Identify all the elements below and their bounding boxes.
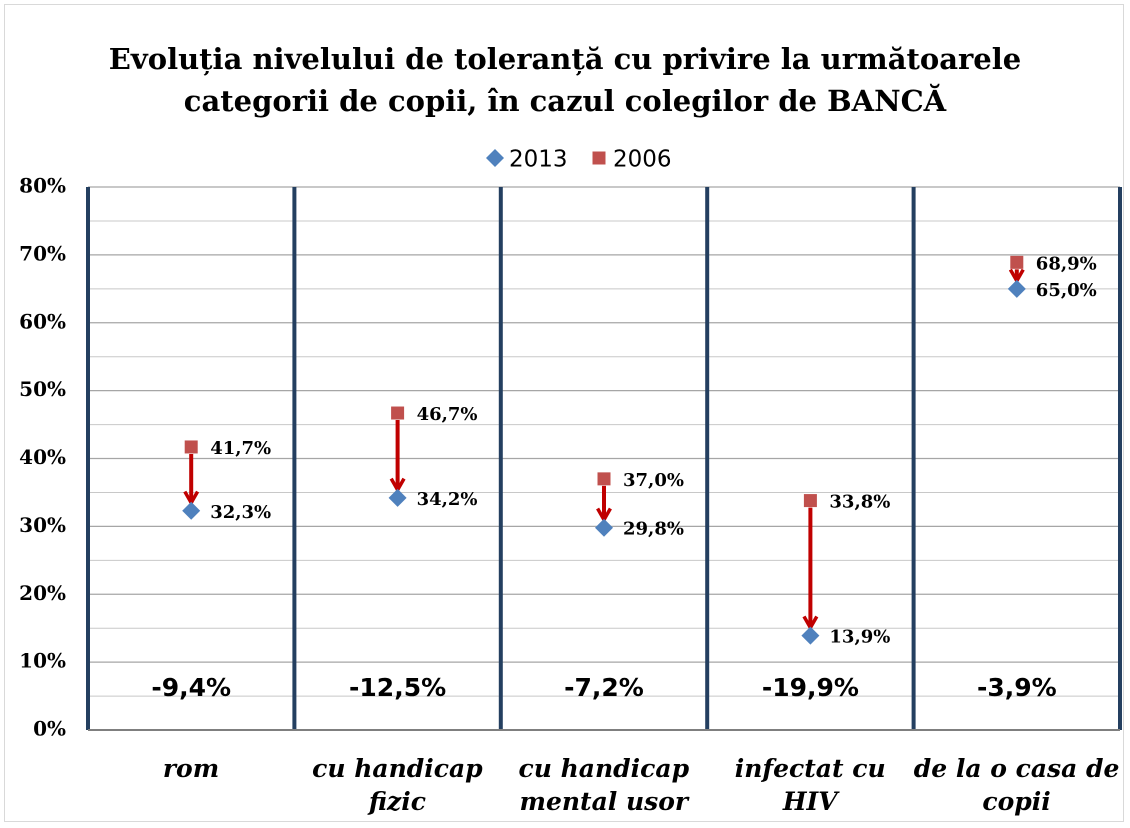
y-tick-label: 60% — [19, 309, 66, 333]
data-label: 32,3% — [210, 502, 271, 523]
y-tick-label: 50% — [19, 377, 66, 401]
x-tick-label: rom — [162, 754, 220, 783]
y-tick-label: 40% — [19, 445, 66, 469]
data-label: 13,9% — [829, 627, 890, 648]
difference-label: -9,4% — [151, 673, 231, 702]
point — [1007, 279, 1026, 298]
x-tick-label: de la o casa de copii — [913, 754, 1120, 816]
point — [184, 440, 198, 454]
point — [595, 518, 613, 537]
difference-label: -19,9% — [762, 673, 859, 702]
data-label: 37,0% — [623, 470, 684, 491]
y-tick-label: 0% — [33, 717, 66, 741]
point — [388, 488, 407, 507]
legend-marker — [592, 151, 606, 165]
legend-marker — [486, 149, 504, 167]
x-tick-label: infectat cu HIV — [734, 754, 886, 816]
difference-label: -12,5% — [349, 673, 446, 702]
y-tick-label: 30% — [19, 513, 66, 537]
data-label: 46,7% — [417, 404, 478, 425]
data-label: 33,8% — [829, 492, 890, 513]
legend-label: 2013 — [509, 147, 568, 173]
chart-frame — [4, 4, 1124, 822]
x-tick-label: cu handicap mental usor — [518, 754, 690, 816]
data-label: 41,7% — [210, 438, 271, 459]
difference-label: -3,9% — [977, 673, 1057, 702]
point — [803, 494, 817, 508]
legend-label: 2006 — [613, 147, 672, 173]
point — [182, 501, 201, 520]
data-label: 29,8% — [623, 519, 684, 540]
data-label: 65,0% — [1036, 280, 1097, 301]
point — [801, 626, 820, 645]
data-label: 34,2% — [417, 489, 478, 510]
y-tick-label: 20% — [19, 581, 66, 605]
data-label: 68,9% — [1036, 253, 1097, 274]
point — [391, 406, 405, 420]
chart-title: Evoluția nivelului de toleranță cu privi… — [108, 42, 1022, 118]
difference-label: -7,2% — [564, 673, 644, 702]
y-tick-label: 10% — [19, 649, 66, 673]
point — [597, 472, 611, 486]
x-tick-label: cu handicap fizic — [312, 754, 483, 816]
point — [1010, 255, 1024, 269]
y-tick-label: 70% — [19, 241, 66, 265]
y-tick-label: 80% — [19, 174, 66, 198]
